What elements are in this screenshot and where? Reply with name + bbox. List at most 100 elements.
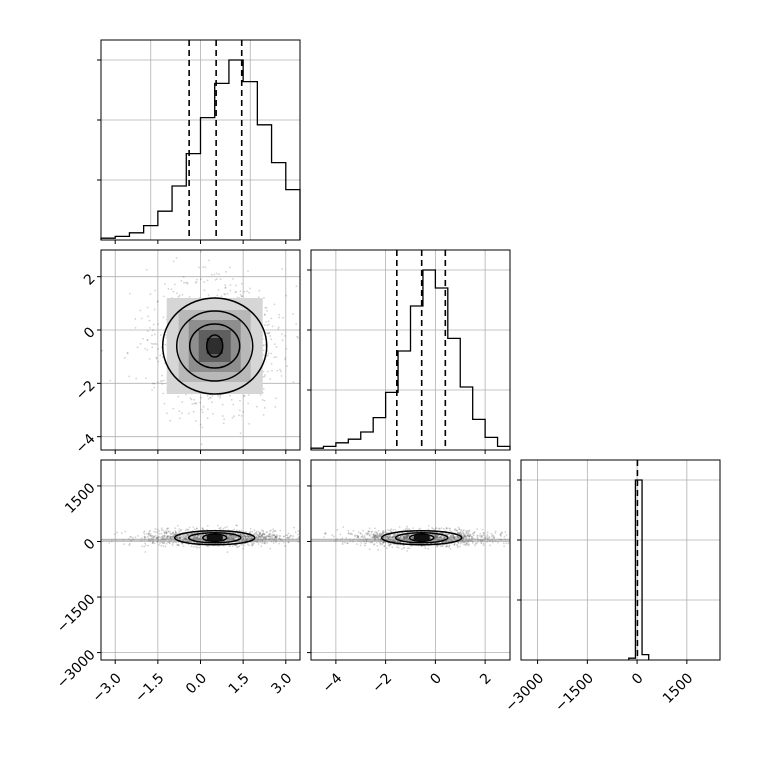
- scatter-point: [178, 537, 181, 539]
- scatter-point: [364, 544, 366, 547]
- scatter-point: [248, 422, 250, 425]
- scatter-point: [438, 527, 441, 530]
- scatter-point: [222, 415, 224, 417]
- scatter-point: [261, 529, 263, 532]
- scatter-point: [177, 295, 180, 298]
- scatter-point: [297, 530, 300, 532]
- histogram-bar: [635, 480, 642, 660]
- histogram-bar: [336, 443, 348, 450]
- scatter-point: [178, 544, 180, 547]
- scatter-point: [233, 415, 235, 418]
- scatter-point: [128, 544, 130, 547]
- scatter-point: [161, 383, 164, 385]
- scatter-point: [287, 541, 290, 543]
- scatter-point: [183, 534, 186, 537]
- scatter-point: [448, 544, 451, 547]
- scatter-point: [193, 398, 195, 401]
- scatter-point: [259, 394, 262, 396]
- histogram-bar: [485, 437, 497, 450]
- scatter-point: [331, 534, 334, 537]
- scatter-point: [160, 541, 163, 544]
- scatter-point: [278, 537, 281, 539]
- scatter-point: [207, 398, 210, 400]
- scatter-point: [192, 535, 195, 538]
- scatter-point: [439, 545, 442, 548]
- scatter-point: [445, 526, 448, 529]
- scatter-point: [257, 543, 260, 545]
- scatter-point: [172, 541, 174, 544]
- scatter-point: [159, 542, 161, 544]
- scatter-point: [177, 537, 180, 539]
- scatter-point: [471, 540, 474, 543]
- scatter-point: [203, 289, 206, 292]
- scatter-point: [275, 535, 278, 538]
- scatter-point: [244, 534, 247, 537]
- scatter-point: [160, 334, 162, 336]
- scatter-point: [232, 277, 234, 280]
- scatter-point: [218, 527, 221, 530]
- scatter-point: [163, 283, 166, 285]
- scatter-point: [199, 401, 202, 404]
- scatter-point: [187, 534, 190, 537]
- scatter-point: [504, 531, 507, 533]
- scatter-point: [461, 531, 464, 534]
- scatter-point: [143, 545, 146, 548]
- histogram-bar: [172, 186, 186, 240]
- scatter-point: [254, 534, 256, 536]
- scatter-point: [148, 319, 151, 322]
- scatter-point: [357, 536, 360, 538]
- scatter-point: [398, 526, 401, 528]
- scatter-point: [149, 533, 152, 535]
- scatter-point: [146, 306, 149, 309]
- scatter-point: [202, 266, 204, 268]
- scatter-point: [375, 541, 378, 544]
- scatter-point: [147, 544, 150, 547]
- scatter-point: [271, 325, 274, 328]
- scatter-point: [230, 535, 233, 537]
- scatter-point: [197, 534, 200, 537]
- scatter-point: [152, 542, 154, 544]
- scatter-point: [270, 317, 273, 320]
- scatter-point: [217, 289, 220, 291]
- scatter-point: [282, 535, 285, 538]
- panel-hist-param-1: [307, 249, 511, 454]
- scatter-point: [391, 536, 394, 539]
- histogram-bar: [411, 306, 423, 450]
- scatter-point: [287, 532, 290, 535]
- scatter-point: [222, 536, 225, 539]
- scatter-point: [322, 536, 325, 539]
- histogram-bar: [286, 190, 300, 240]
- scatter-point: [181, 401, 184, 403]
- scatter-point: [142, 337, 144, 340]
- scatter-point: [128, 375, 131, 378]
- scatter-point: [181, 535, 184, 538]
- scatter-point: [151, 541, 154, 544]
- scatter-point: [468, 529, 471, 532]
- scatter-point: [153, 386, 156, 389]
- scatter-point: [235, 536, 237, 539]
- scatter-point: [262, 344, 265, 346]
- scatter-point: [377, 549, 380, 551]
- scatter-point: [242, 547, 245, 550]
- scatter-point: [158, 536, 160, 538]
- scatter-point: [257, 530, 260, 533]
- scatter-point: [193, 541, 195, 544]
- scatter-point: [200, 250, 202, 253]
- scatter-point: [135, 377, 138, 380]
- scatter-point: [370, 533, 373, 536]
- scatter-point: [255, 540, 258, 543]
- scatter-point: [177, 395, 180, 398]
- scatter-point: [258, 289, 261, 292]
- scatter-point: [169, 419, 172, 422]
- scatter-point: [166, 535, 169, 538]
- scatter-point: [262, 529, 264, 532]
- scatter-point: [182, 545, 185, 548]
- scatter-point: [274, 535, 277, 538]
- scatter-point: [268, 533, 271, 536]
- scatter-point: [139, 342, 142, 345]
- scatter-point: [262, 535, 264, 538]
- scatter-point: [156, 537, 159, 539]
- scatter-point: [141, 545, 144, 548]
- scatter-point: [265, 536, 268, 539]
- scatter-point: [146, 339, 149, 342]
